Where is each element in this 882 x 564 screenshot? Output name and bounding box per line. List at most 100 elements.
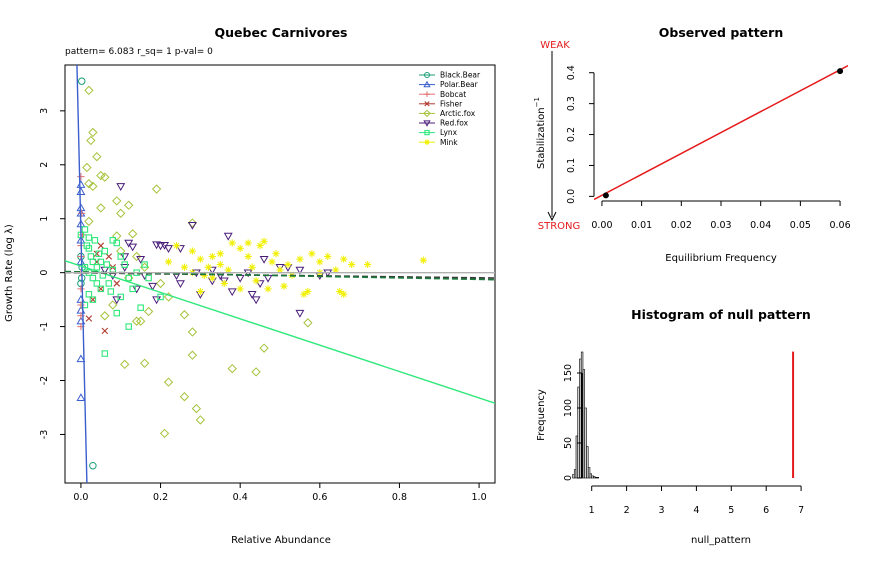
point-arctic-fox (100, 172, 110, 182)
legend-marker-mink (424, 139, 430, 145)
point-fisher (101, 327, 109, 335)
point-mink (236, 244, 244, 252)
point-red-fox (164, 245, 173, 253)
point-bobcat (78, 209, 86, 217)
x-tick-label: 0.04 (750, 220, 771, 231)
legend-item-black-bear: Black.Bear (419, 71, 481, 80)
point-mink (248, 263, 256, 271)
point-fisher (97, 285, 105, 293)
point-lynx (113, 239, 121, 247)
point-arctic-fox (131, 316, 142, 326)
y-tick-label: 100 (563, 399, 574, 417)
point-red-fox (251, 296, 261, 305)
point-arctic-fox (88, 181, 98, 192)
point-lynx (117, 253, 124, 260)
legend-item-mink: Mink (419, 138, 458, 147)
legend-marker-lynx (424, 129, 430, 136)
point-arctic-fox (84, 85, 94, 96)
point-mink (208, 252, 216, 261)
point-fisher (93, 250, 101, 258)
regression-line (65, 260, 495, 404)
point-arctic-fox (179, 310, 190, 320)
point-mink (419, 256, 427, 264)
x-tick-label: 0.0 (73, 492, 88, 503)
legend-item-red-fox: Red.fox (419, 119, 469, 128)
point-lynx (101, 247, 109, 255)
point-lynx (87, 253, 95, 260)
point-mink (196, 255, 204, 263)
point-arctic-fox (187, 218, 198, 228)
point-mink (244, 252, 252, 261)
point-red-fox (128, 243, 138, 252)
point-arctic-fox (84, 216, 94, 227)
point-red-fox (255, 280, 265, 289)
legend-label: Mink (440, 138, 458, 147)
point-lynx (85, 234, 93, 241)
point-fisher (89, 296, 97, 303)
y-tick-label: 0 (563, 475, 574, 481)
point-arctic-fox (179, 392, 190, 402)
point-red-fox (176, 280, 185, 289)
point-arctic-fox (151, 184, 162, 194)
legend-marker-fisher (424, 101, 430, 107)
legend-marker-red-fox (423, 120, 431, 127)
point-polar-bear (76, 354, 86, 363)
point-arctic-fox (195, 415, 206, 425)
point-arctic-fox (187, 350, 198, 360)
x-tick-label: 0.4 (233, 492, 248, 503)
x-tick-label: 0.6 (312, 492, 327, 503)
point-lynx (141, 261, 148, 268)
point-lynx (89, 258, 97, 266)
point-lynx (95, 250, 103, 258)
histogram-bar (584, 407, 587, 479)
point-red-fox (227, 288, 237, 297)
histogram-x-axis-label: null_pattern (691, 535, 751, 546)
point-lynx (117, 293, 124, 301)
series-mink (164, 237, 427, 298)
point-red-fox (207, 266, 217, 275)
point-mink (204, 263, 212, 271)
point-red-fox (156, 242, 166, 251)
point-lynx (101, 350, 109, 357)
main-x-axis-label: Relative Abundance (231, 535, 331, 546)
point-arctic-fox (143, 306, 154, 317)
point-lynx (103, 261, 111, 268)
point-mink (280, 282, 288, 290)
point-lynx (107, 288, 115, 295)
point-arctic-fox (120, 359, 130, 370)
point-arctic-fox (187, 327, 198, 337)
point-lynx (85, 245, 93, 252)
histogram-axes: 1 2 3 4 5 6 7 0 50 100 150 (563, 364, 804, 516)
point-mink (172, 242, 181, 250)
histogram-bar (596, 476, 599, 479)
point-mink (196, 287, 204, 296)
point-mink (220, 279, 228, 288)
point-lynx (145, 274, 152, 282)
point-red-fox (223, 232, 233, 241)
point-lynx (113, 309, 121, 317)
point-arctic-fox (128, 229, 138, 239)
observed-pattern-panel: Observed pattern 0.00 0.01 0.02 0.03 0.04 0.0… (533, 25, 851, 264)
legend-marker-bobcat (424, 91, 430, 97)
point-mink (340, 290, 348, 298)
regression-line (76, 65, 88, 483)
point-mink (260, 237, 268, 245)
point-mink (236, 285, 244, 293)
x-tick-label: 1.0 (472, 492, 487, 503)
point-lynx (91, 237, 99, 244)
x-tick-label: 0.03 (710, 220, 731, 231)
point-lynx (129, 285, 136, 293)
point-polar-bear (76, 257, 86, 266)
legend-label: Black.Bear (440, 71, 481, 80)
series-arctic-fox (82, 85, 313, 439)
point-arctic-fox (139, 358, 150, 368)
observed-fit-line (594, 65, 848, 201)
point-lynx (93, 264, 101, 271)
y-tick-label: -3 (39, 430, 50, 439)
stabilization-arrow (547, 51, 557, 222)
point-red-fox (124, 239, 134, 248)
point-mink (200, 271, 208, 279)
point-mink (228, 239, 236, 247)
x-tick-label: 0.8 (392, 492, 407, 503)
